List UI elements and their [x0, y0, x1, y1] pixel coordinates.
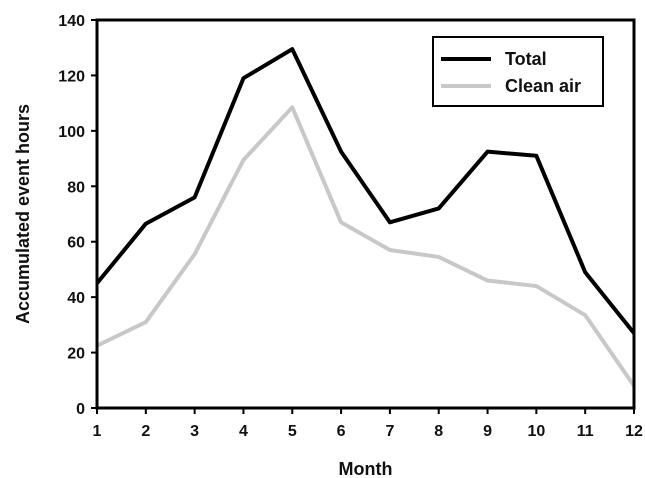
x-tick-label: 11	[577, 423, 594, 440]
legend: Total Clean air	[432, 36, 604, 107]
x-tick-label: 2	[141, 423, 150, 440]
y-tick-label: 20	[67, 346, 85, 363]
x-tick-label: 6	[337, 423, 346, 440]
y-tick-label: 120	[58, 68, 85, 85]
y-tick-label: 80	[67, 179, 85, 196]
x-tick-label: 4	[239, 423, 248, 440]
plot-series	[95, 47, 636, 387]
x-tick-label: 1	[93, 423, 102, 440]
y-axis: 0 20 40 60 80 100 120 140	[58, 13, 97, 418]
legend-label: Total	[505, 49, 547, 69]
series-line-clean-air	[96, 105, 636, 387]
x-axis: 1 2 3 4 5 6 7 8 9 10 11 12	[93, 408, 643, 440]
legend-box	[432, 36, 604, 107]
plot-frame	[95, 18, 636, 410]
x-tick-label: 5	[288, 423, 297, 440]
y-tick-label: 140	[58, 13, 85, 30]
x-tick-label: 9	[483, 423, 492, 440]
x-tick-label: 7	[385, 423, 394, 440]
x-tick-label: 8	[434, 423, 443, 440]
y-tick-label: 60	[67, 235, 85, 252]
x-axis-title: Month	[339, 459, 393, 478]
x-tick-label: 12	[625, 423, 643, 440]
y-tick-label: 100	[58, 124, 85, 141]
legend-label: Clean air	[505, 76, 581, 96]
y-tick-label: 40	[67, 290, 85, 307]
x-tick-label: 10	[527, 423, 545, 440]
y-tick-label: 0	[76, 401, 85, 418]
x-tick-label: 3	[190, 423, 199, 440]
y-axis-title: Accumulated event hours	[13, 104, 33, 324]
series-line-total	[95, 47, 636, 335]
